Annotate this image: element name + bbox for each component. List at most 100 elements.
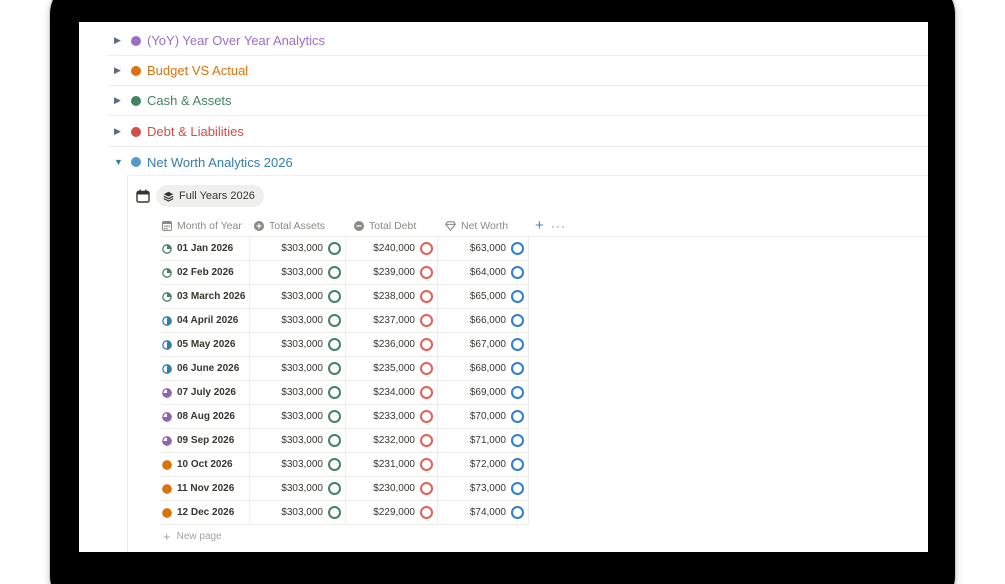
net-worth-cell[interactable]: $63,000 xyxy=(438,236,529,261)
cell-value: $229,000 xyxy=(373,507,415,518)
table-row[interactable]: 06 June 2026 $303,000 $235,000 $68,000 xyxy=(162,356,529,381)
calendar-icon[interactable] xyxy=(136,189,150,203)
new-page-button[interactable]: + New page xyxy=(163,529,222,544)
total-debt-cell[interactable]: $240,000 xyxy=(346,236,438,261)
total-assets-cell[interactable]: $303,000 xyxy=(250,476,346,501)
cell-value: $69,000 xyxy=(469,387,506,398)
column-header-debt[interactable]: Total Debt xyxy=(350,215,441,237)
total-assets-cell[interactable]: $303,000 xyxy=(250,500,346,525)
month-label: 12 Dec 2026 xyxy=(177,507,235,518)
cell-value: $74,000 xyxy=(469,507,506,518)
month-cell[interactable]: 01 Jan 2026 xyxy=(162,236,250,261)
month-cell[interactable]: 09 Sep 2026 xyxy=(162,428,250,453)
view-tab-full-years[interactable]: Full Years 2026 xyxy=(156,185,264,207)
total-debt-cell[interactable]: $239,000 xyxy=(346,260,438,285)
green-ring-icon xyxy=(328,242,341,255)
column-header-net-worth[interactable]: Net Worth xyxy=(441,215,531,237)
month-cell[interactable]: 08 Aug 2026 xyxy=(162,404,250,429)
total-assets-cell[interactable]: $303,000 xyxy=(250,380,346,405)
total-assets-cell[interactable]: $303,000 xyxy=(250,260,346,285)
table-row[interactable]: 11 Nov 2026 $303,000 $230,000 $73,000 xyxy=(162,476,529,501)
total-assets-cell[interactable]: $303,000 xyxy=(250,356,346,381)
table-row[interactable]: 08 Aug 2026 $303,000 $233,000 $70,000 xyxy=(162,404,529,429)
total-debt-cell[interactable]: $233,000 xyxy=(346,404,438,429)
add-property-button[interactable]: + xyxy=(535,217,544,234)
table-row[interactable]: 10 Oct 2026 $303,000 $231,000 $72,000 xyxy=(162,452,529,477)
green-ring-icon xyxy=(328,386,341,399)
total-debt-cell[interactable]: $236,000 xyxy=(346,332,438,357)
total-debt-cell[interactable]: $235,000 xyxy=(346,356,438,381)
month-cell[interactable]: 03 March 2026 xyxy=(162,284,250,309)
month-cell[interactable]: 06 June 2026 xyxy=(162,356,250,381)
collapsed-triangle-icon[interactable]: ▶ xyxy=(114,35,121,45)
total-debt-cell[interactable]: $237,000 xyxy=(346,308,438,333)
column-header-month[interactable]: Month of Year xyxy=(162,215,250,237)
table-row[interactable]: 01 Jan 2026 $303,000 $240,000 $63,000 xyxy=(162,236,529,261)
net-worth-cell[interactable]: $71,000 xyxy=(438,428,529,453)
net-worth-cell[interactable]: $65,000 xyxy=(438,284,529,309)
red-ring-icon xyxy=(420,482,433,495)
cell-value: $303,000 xyxy=(281,459,323,470)
month-cell[interactable]: 05 May 2026 xyxy=(162,332,250,357)
toggle-cash-assets[interactable]: ▶ Cash & Assets xyxy=(108,86,928,116)
toggle-label: Budget VS Actual xyxy=(147,63,249,78)
month-cell[interactable]: 04 April 2026 xyxy=(162,308,250,333)
column-header-assets[interactable]: Total Assets xyxy=(250,215,350,237)
month-cell[interactable]: 02 Feb 2026 xyxy=(162,260,250,285)
table-row[interactable]: 07 July 2026 $303,000 $234,000 $69,000 xyxy=(162,380,529,405)
toggle-net-worth-analytics[interactable]: ▼ Net Worth Analytics 2026 xyxy=(108,147,928,177)
total-assets-cell[interactable]: $303,000 xyxy=(250,332,346,357)
cell-value: $303,000 xyxy=(281,291,323,302)
green-ring-icon xyxy=(328,290,341,303)
plus-icon: + xyxy=(163,529,171,544)
collapsed-triangle-icon[interactable]: ▶ xyxy=(114,95,121,105)
green-ring-icon xyxy=(328,338,341,351)
toggle-budget-vs-actual[interactable]: ▶ Budget VS Actual xyxy=(108,56,928,86)
cell-value: $303,000 xyxy=(281,243,323,254)
purple-dot-icon xyxy=(131,35,141,46)
table-row[interactable]: 02 Feb 2026 $303,000 $239,000 $64,000 xyxy=(162,260,529,285)
month-cell[interactable]: 07 July 2026 xyxy=(162,380,250,405)
toggle-label: (YoY) Year Over Year Analytics xyxy=(147,33,326,48)
toggle-debt-liabilities[interactable]: ▶ Debt & Liabilities xyxy=(108,117,928,147)
total-debt-cell[interactable]: $231,000 xyxy=(346,452,438,477)
table-row[interactable]: 04 April 2026 $303,000 $237,000 $66,000 xyxy=(162,308,529,333)
month-cell[interactable]: 12 Dec 2026 xyxy=(162,500,250,525)
green-ring-icon xyxy=(328,434,341,447)
blue-dot-icon xyxy=(131,157,141,167)
total-debt-cell[interactable]: $229,000 xyxy=(346,500,438,525)
table-row[interactable]: 05 May 2026 $303,000 $236,000 $67,000 xyxy=(162,332,529,357)
table-row[interactable]: 12 Dec 2026 $303,000 $229,000 $74,000 xyxy=(162,500,529,525)
expanded-triangle-icon[interactable]: ▼ xyxy=(114,156,123,167)
month-cell[interactable]: 10 Oct 2026 xyxy=(162,452,250,477)
net-worth-cell[interactable]: $69,000 xyxy=(438,380,529,405)
net-worth-cell[interactable]: $68,000 xyxy=(438,356,529,381)
collapsed-triangle-icon[interactable]: ▶ xyxy=(114,65,121,75)
net-worth-cell[interactable]: $67,000 xyxy=(438,332,529,357)
net-worth-cell[interactable]: $66,000 xyxy=(438,308,529,333)
collapsed-triangle-icon[interactable]: ▶ xyxy=(114,126,121,136)
total-debt-cell[interactable]: $234,000 xyxy=(346,380,438,405)
net-worth-cell[interactable]: $70,000 xyxy=(438,404,529,429)
red-ring-icon xyxy=(420,266,433,279)
table-row[interactable]: 03 March 2026 $303,000 $238,000 $65,000 xyxy=(162,284,529,309)
total-assets-cell[interactable]: $303,000 xyxy=(250,308,346,333)
total-debt-cell[interactable]: $230,000 xyxy=(346,476,438,501)
table-row[interactable]: 09 Sep 2026 $303,000 $232,000 $71,000 xyxy=(162,428,529,453)
total-assets-cell[interactable]: $303,000 xyxy=(250,284,346,309)
toggle-yoy-analytics[interactable]: ▶ (YoY) Year Over Year Analytics xyxy=(108,26,928,56)
blue-ring-icon xyxy=(511,482,524,495)
cell-value: $303,000 xyxy=(281,483,323,494)
total-debt-cell[interactable]: $232,000 xyxy=(346,428,438,453)
total-assets-cell[interactable]: $303,000 xyxy=(250,428,346,453)
total-assets-cell[interactable]: $303,000 xyxy=(250,404,346,429)
net-worth-cell[interactable]: $74,000 xyxy=(438,500,529,525)
total-debt-cell[interactable]: $238,000 xyxy=(346,284,438,309)
net-worth-cell[interactable]: $64,000 xyxy=(438,260,529,285)
net-worth-cell[interactable]: $72,000 xyxy=(438,452,529,477)
month-cell[interactable]: 11 Nov 2026 xyxy=(162,476,250,501)
net-worth-cell[interactable]: $73,000 xyxy=(438,476,529,501)
total-assets-cell[interactable]: $303,000 xyxy=(250,452,346,477)
more-options-button[interactable]: ··· xyxy=(551,218,566,233)
total-assets-cell[interactable]: $303,000 xyxy=(250,236,346,261)
